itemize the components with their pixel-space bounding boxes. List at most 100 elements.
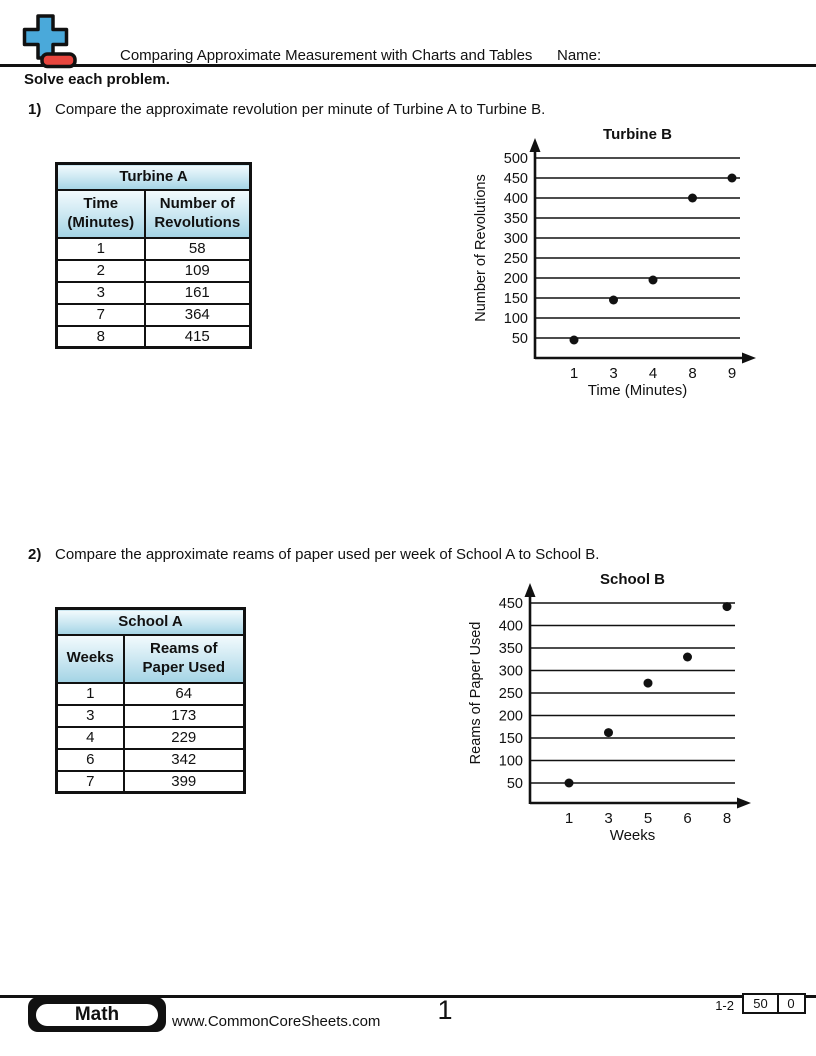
- cell-week: 6: [55, 747, 125, 772]
- cell-value: 415: [143, 324, 252, 349]
- column-header-weeks: Weeks: [55, 633, 125, 684]
- table-row: 2 109: [55, 258, 252, 283]
- table-row: 6 342: [55, 747, 246, 772]
- problem-2-text: Compare the approximate reams of paper u…: [55, 546, 600, 563]
- score-boxes: 50 0: [742, 993, 806, 1014]
- table-header-row: Time (Minutes) Number of Revolutions: [55, 188, 252, 239]
- data-point: [609, 295, 618, 305]
- problem-1-number: 1): [28, 101, 42, 118]
- svg-text:100: 100: [499, 754, 523, 770]
- table-row: 1 64: [55, 681, 246, 706]
- header-divider: [0, 64, 816, 67]
- table-row: 4 229: [55, 725, 246, 750]
- svg-text:100: 100: [504, 311, 528, 327]
- table-turbine-a: Turbine A Time (Minutes) Number of Revol…: [55, 162, 252, 349]
- data-point: [727, 173, 737, 183]
- cell-week: 4: [55, 725, 125, 750]
- data-point: [688, 193, 697, 203]
- table-title: School A: [55, 607, 246, 636]
- svg-text:9: 9: [728, 365, 736, 382]
- page-title: Comparing Approximate Measurement with C…: [120, 47, 533, 64]
- table-row: 7 364: [55, 302, 252, 327]
- svg-text:450: 450: [499, 596, 523, 612]
- data-point: [604, 728, 613, 738]
- cell-week: 7: [55, 769, 125, 794]
- page-number: 1: [437, 995, 453, 1025]
- svg-text:1: 1: [570, 365, 578, 382]
- svg-text:6: 6: [683, 810, 691, 827]
- svg-text:1: 1: [565, 810, 573, 827]
- name-label: Name:: [557, 47, 602, 64]
- column-header-time: Time (Minutes): [55, 188, 146, 239]
- svg-text:50: 50: [512, 331, 528, 347]
- svg-text:Reams of Paper Used: Reams of Paper Used: [468, 622, 484, 765]
- data-point: [564, 778, 574, 788]
- svg-text:150: 150: [499, 731, 523, 747]
- svg-text:Turbine B: Turbine B: [603, 126, 672, 143]
- cell-time: 1: [55, 236, 146, 261]
- cell-value: 173: [122, 703, 246, 728]
- cell-value: 364: [143, 302, 252, 327]
- chart-turbine-b: Turbine B Number of Revolutions 50 100 150 20…: [460, 120, 800, 415]
- scatter-plot: School B Reams of Paper Used 50 100 150 200 25…: [468, 571, 751, 844]
- cell-time: 2: [55, 258, 146, 283]
- scatter-plot: Turbine B Number of Revolutions 50 100 150 20…: [473, 126, 756, 399]
- problem-range: 1-2: [715, 998, 734, 1013]
- svg-text:50: 50: [507, 776, 523, 792]
- cell-time: 8: [55, 324, 146, 349]
- svg-text:3: 3: [604, 810, 612, 827]
- svg-text:400: 400: [504, 191, 528, 207]
- cell-value: 109: [143, 258, 252, 283]
- svg-text:Weeks: Weeks: [610, 827, 656, 844]
- column-header-revolutions: Number of Revolutions: [143, 188, 252, 239]
- table-row: 8 415: [55, 324, 252, 349]
- website-url: www.CommonCoreSheets.com: [172, 1013, 381, 1030]
- svg-text:School B: School B: [600, 571, 665, 588]
- svg-text:250: 250: [504, 251, 528, 267]
- data-point: [569, 335, 579, 345]
- chart-school-b: School B Reams of Paper Used 50 100 150 200 25…: [455, 565, 795, 860]
- table-title: Turbine A: [55, 162, 252, 191]
- svg-text:250: 250: [499, 686, 523, 702]
- cell-value: 342: [122, 747, 246, 772]
- table-row: 3 161: [55, 280, 252, 305]
- table-title-row: Turbine A: [55, 162, 252, 191]
- svg-text:350: 350: [499, 641, 523, 657]
- table-header-row: Weeks Reams of Paper Used: [55, 633, 246, 684]
- problem-1-text: Compare the approximate revolution per m…: [55, 101, 546, 118]
- footer-divider: [0, 995, 816, 998]
- instructions-text: Solve each problem.: [24, 71, 170, 88]
- svg-text:Time (Minutes): Time (Minutes): [588, 382, 687, 399]
- problem-2-number: 2): [28, 546, 42, 563]
- cell-value: 64: [122, 681, 246, 706]
- data-point: [648, 275, 658, 285]
- svg-text:200: 200: [499, 709, 523, 725]
- cell-week: 3: [55, 703, 125, 728]
- table-title-row: School A: [55, 607, 246, 636]
- cell-value: 399: [122, 769, 246, 794]
- subject-badge: Math: [28, 997, 166, 1032]
- svg-text:500: 500: [504, 151, 528, 167]
- svg-text:400: 400: [499, 619, 523, 635]
- table-row: 3 173: [55, 703, 246, 728]
- svg-text:8: 8: [723, 810, 731, 827]
- cell-week: 1: [55, 681, 125, 706]
- table-row: 7 399: [55, 769, 246, 794]
- data-point: [722, 602, 732, 612]
- column-header-reams: Reams of Paper Used: [122, 633, 246, 684]
- cell-value: 161: [143, 280, 252, 305]
- cell-value: 229: [122, 725, 246, 750]
- plus-minus-icon: [22, 14, 77, 69]
- commoncoresheets-logo-icon: [18, 12, 80, 75]
- score-box-total: 50: [742, 993, 779, 1014]
- table-row: 1 58: [55, 236, 252, 261]
- svg-text:450: 450: [504, 171, 528, 187]
- cell-time: 7: [55, 302, 146, 327]
- data-point: [683, 652, 692, 662]
- data-point: [643, 678, 653, 688]
- subject-badge-label: Math: [34, 1001, 160, 1028]
- svg-text:8: 8: [688, 365, 696, 382]
- score-box-wrong: 0: [776, 993, 806, 1014]
- svg-text:Number of Revolutions: Number of Revolutions: [473, 174, 489, 322]
